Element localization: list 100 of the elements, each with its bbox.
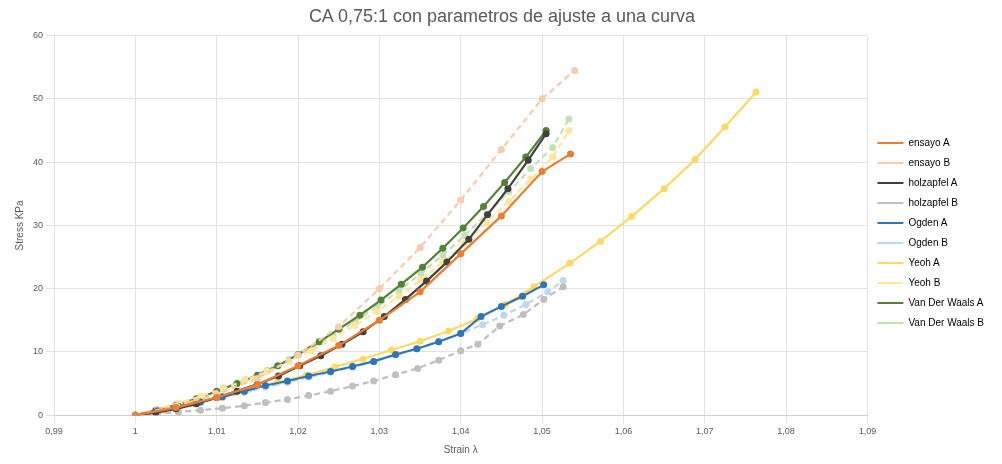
point — [519, 311, 527, 319]
point — [559, 276, 567, 284]
x-tick-label: 1,06 — [614, 426, 633, 437]
point — [417, 276, 425, 284]
point — [497, 302, 505, 310]
point — [443, 258, 451, 266]
x-tick-label: 1 — [132, 426, 138, 437]
point — [240, 402, 248, 410]
legend-label: Ogden A — [908, 216, 948, 228]
point — [483, 219, 491, 227]
point — [461, 232, 469, 240]
point — [253, 375, 261, 383]
point — [565, 127, 573, 134]
x-tick-label: 1,09 — [858, 426, 877, 437]
point — [283, 395, 291, 403]
point — [262, 399, 269, 407]
legend-label: Yeoh A — [908, 256, 941, 268]
y-tick-label: 0 — [38, 409, 44, 420]
point — [559, 283, 567, 291]
point — [218, 404, 226, 412]
point — [597, 237, 605, 245]
point — [435, 356, 443, 364]
point — [439, 244, 447, 252]
y-tick-label: 60 — [33, 30, 44, 41]
point — [395, 292, 403, 300]
point — [359, 355, 367, 363]
point — [549, 153, 557, 161]
legend-label: ensayo B — [908, 156, 951, 168]
point — [479, 321, 487, 329]
x-tick-label: 1,04 — [451, 426, 470, 437]
x-tick-label: 1,05 — [533, 426, 551, 437]
point — [416, 337, 424, 345]
point — [566, 259, 574, 267]
point — [327, 387, 335, 395]
point — [457, 250, 465, 258]
y-tick-label: 10 — [33, 346, 44, 357]
legend-label: Van Der Waals A — [908, 296, 984, 308]
point — [370, 377, 378, 385]
point — [459, 224, 467, 232]
point — [445, 327, 453, 335]
point — [457, 347, 465, 355]
x-tick-label: 1,07 — [695, 426, 714, 437]
point — [373, 307, 381, 315]
y-axis-title: Stress KPa — [13, 199, 25, 251]
point — [542, 130, 550, 138]
point — [505, 197, 513, 205]
point — [538, 95, 546, 103]
point — [721, 123, 729, 131]
point — [439, 251, 447, 259]
point — [628, 213, 636, 221]
point — [397, 280, 405, 288]
point — [567, 150, 575, 158]
point — [377, 296, 385, 304]
x-tick-label: 1,08 — [777, 426, 795, 437]
point — [196, 406, 204, 414]
point — [329, 335, 337, 343]
point — [571, 66, 579, 74]
x-tick-label: 1,01 — [207, 426, 226, 437]
point — [752, 88, 760, 96]
point — [497, 145, 505, 153]
chart-title: CA 0,75:1 con parametros de ajuste a una curva — [308, 5, 697, 26]
y-tick-label: 40 — [33, 156, 44, 167]
x-tick-label: 1,02 — [289, 426, 307, 437]
point — [500, 311, 508, 319]
point — [416, 244, 424, 252]
point — [527, 164, 535, 172]
y-tick-label: 50 — [33, 93, 44, 104]
x-tick-label: 1,03 — [370, 426, 389, 437]
point — [496, 322, 504, 330]
x-tick-label: 0,99 — [45, 426, 63, 437]
point — [549, 144, 557, 152]
legend-label: Van Der Waals B — [908, 316, 985, 328]
point — [540, 281, 548, 289]
legend-label: ensayo A — [908, 136, 950, 148]
point — [375, 316, 383, 324]
point — [392, 371, 400, 379]
point — [375, 285, 383, 293]
legend-label: holzapfel B — [908, 196, 959, 208]
point — [474, 340, 482, 348]
point — [418, 263, 426, 271]
point — [356, 311, 364, 319]
x-axis-title: Strain λ — [443, 443, 478, 455]
point — [544, 288, 552, 296]
point — [522, 300, 530, 308]
point — [414, 364, 422, 372]
point — [497, 212, 505, 220]
y-tick-label: 20 — [33, 283, 44, 294]
point — [519, 292, 527, 300]
point — [477, 313, 485, 320]
point — [540, 295, 548, 303]
legend-label: holzapfel A — [908, 176, 958, 188]
legend-label: Ogden B — [908, 236, 949, 248]
point — [479, 202, 487, 210]
point — [349, 382, 357, 390]
point — [388, 346, 396, 354]
point — [538, 168, 546, 176]
point — [691, 156, 699, 164]
y-tick-label: 30 — [33, 219, 44, 230]
point — [660, 185, 668, 193]
point — [305, 392, 313, 400]
